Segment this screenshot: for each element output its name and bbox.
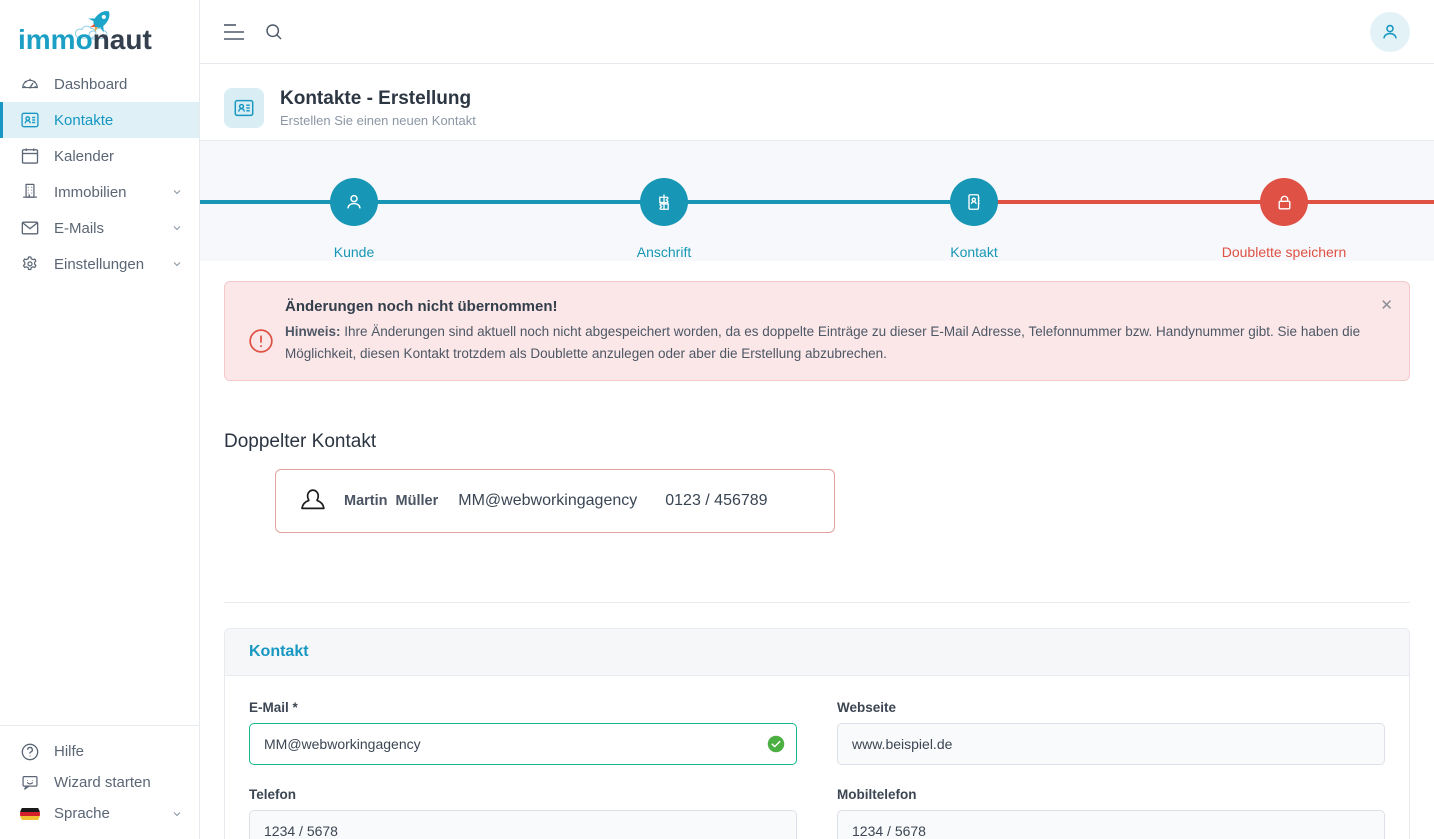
- svg-text:immonaut: immonaut: [18, 24, 152, 55]
